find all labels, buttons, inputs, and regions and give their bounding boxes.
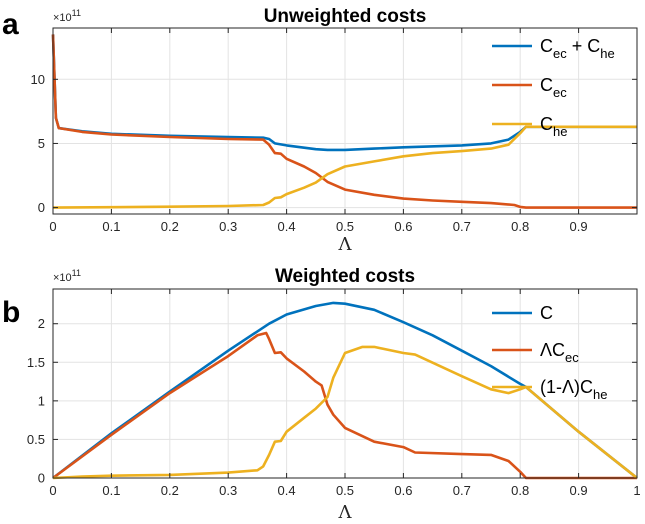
panel-letter: a [2,8,19,41]
legend-main: C [540,36,553,56]
legend-label-1: ΛCec [540,340,579,365]
legend-main-2: + C [567,36,601,56]
y-tick-label: 2 [38,316,45,331]
x-tick-label: 0.2 [161,219,179,234]
y-exponent-label: ×1011 [53,268,81,284]
legend-subscript: ec [553,85,567,100]
y-tick-label: 1 [38,393,45,408]
x-tick-label: 0.8 [511,483,529,498]
x-tick-label: 0.6 [394,219,412,234]
chart-title: Unweighted costs [264,6,427,27]
x-tick-label: 0.1 [102,483,120,498]
legend-label-0: Cec + Che [540,36,615,61]
legend-subscript-2: he [600,46,614,61]
legend-subscript: ec [553,46,567,61]
y-multiplier-base: ×10 [53,12,72,24]
y-tick-label: 1.5 [27,355,45,370]
x-tick-label: 0.6 [394,483,412,498]
legend-subscript: he [593,387,607,402]
panel-letter: b [2,296,20,329]
legend-label-2: (1-Λ)Che [540,377,607,402]
legend-subscript: ec [565,350,579,365]
panel-b: b 0 0.1 0.2 0.3 0.4 0.5 0.6 0.7 0.8 0.9 1 0 0.5 1 1.5 2 ×… [2,266,641,523]
y-multiplier-exponent: 11 [72,268,81,278]
x-tick-label: 0.4 [278,483,296,498]
x-axis-label: Λ [338,502,353,523]
x-tick-label: 0 [49,219,56,234]
x-tick-label: 0.3 [219,483,237,498]
legend-main: C [540,114,553,134]
series-line-2 [52,125,637,209]
legend-main: (1-Λ)C [540,377,593,397]
x-tick-label: 0.5 [336,219,354,234]
x-axis-label: Λ [338,234,353,255]
series-line-0 [52,301,638,480]
series-line-2 [52,345,638,480]
x-tick-label: 0.3 [219,219,237,234]
y-tick-label: 10 [31,72,45,87]
series-line-1 [51,34,637,209]
x-tick-label: 0.9 [570,483,588,498]
x-tick-label: 1 [633,483,640,498]
legend-label-2: Che [540,114,567,139]
y-exponent-label: ×1011 [53,8,81,24]
x-tick-label: 0.5 [336,483,354,498]
x-tick-label: 0.1 [102,219,120,234]
x-tick-label: 0 [49,483,56,498]
legend-subscript: he [553,124,567,139]
series-line-1 [52,331,637,480]
y-multiplier-exponent: 11 [72,8,81,18]
legend-main: ΛC [540,340,565,360]
panel-a: a 0 0.1 0.2 0.3 0.4 0.5 0.6 0.7 0.8 0.9 0 5 10 ×1011 Un… [2,6,638,255]
x-tick-label: 0.8 [511,219,529,234]
x-tick-label: 0.9 [570,219,588,234]
legend-main: C [540,303,553,323]
y-tick-label: 0 [38,200,45,215]
legend-label-1: Cec [540,75,567,100]
y-tick-label: 0.5 [27,432,45,447]
y-multiplier-base: ×10 [53,272,72,284]
legend: C ΛCec (1-Λ)Che [492,303,607,402]
x-tick-label: 0.7 [453,483,471,498]
x-tick-label: 0.2 [161,483,179,498]
legend-main: C [540,75,553,95]
x-tick-label: 0.4 [278,219,296,234]
y-tick-label: 5 [38,136,45,151]
legend-label-0: C [540,303,553,323]
x-tick-label: 0.7 [453,219,471,234]
chart-title: Weighted costs [275,266,415,287]
y-tick-label: 0 [38,471,45,486]
